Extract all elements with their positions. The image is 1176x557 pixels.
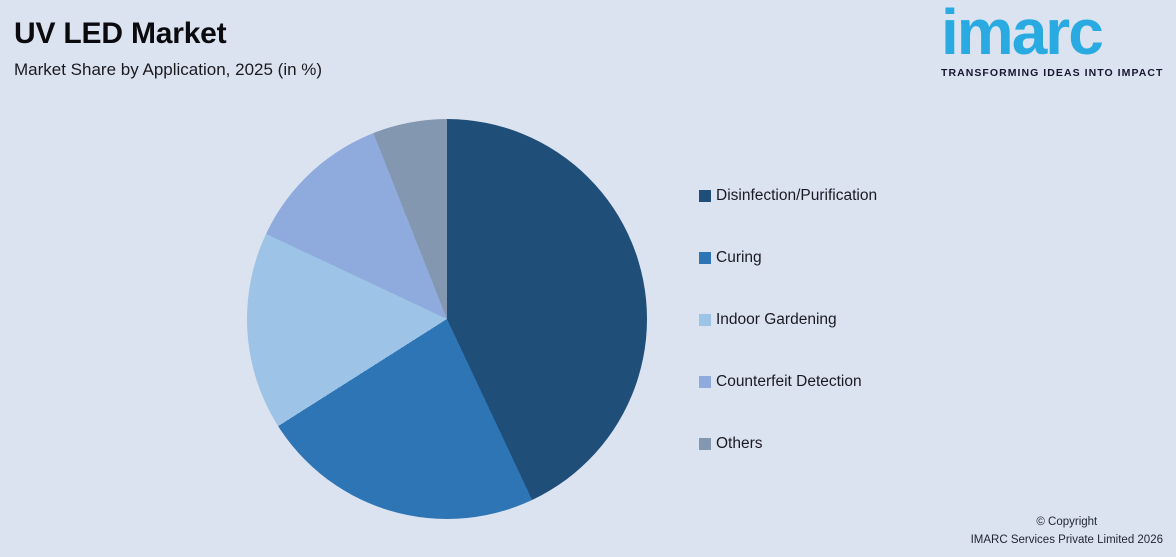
legend-label: Curing [716,249,762,266]
legend-label: Disinfection/Purification [716,187,878,204]
copyright-notice: © Copyright IMARC Services Private Limit… [971,513,1163,549]
page-subtitle: Market Share by Application, 2025 (in %) [14,60,323,79]
imarc-tagline: TRANSFORMING IDEAS INTO IMPACT [941,66,1164,79]
legend-item: Counterfeit Detection [699,372,877,392]
imarc-logo: imarc TRANSFORMING IDEAS INTO IMPACT [941,0,1169,79]
legend: Disinfection/Purification Curing Indoor … [699,186,877,454]
copyright-line2: IMARC Services Private Limited 2026 [970,534,1163,546]
legend-item: Curing [699,248,877,268]
legend-swatch-icon [699,314,711,326]
legend-label: Counterfeit Detection [716,373,862,390]
page-title: UV LED Market [14,17,227,50]
legend-item: Others [699,434,877,454]
legend-item: Indoor Gardening [699,310,877,330]
pie-chart [247,119,647,519]
legend-swatch-icon [699,190,711,202]
legend-item: Disinfection/Purification [699,186,877,206]
copyright-line1: © Copyright [1036,516,1098,528]
imarc-wordmark: imarc [941,0,1104,68]
legend-label: Indoor Gardening [716,311,837,328]
legend-label: Others [716,435,763,452]
legend-swatch-icon [699,438,711,450]
legend-swatch-icon [699,252,711,264]
legend-swatch-icon [699,376,711,388]
